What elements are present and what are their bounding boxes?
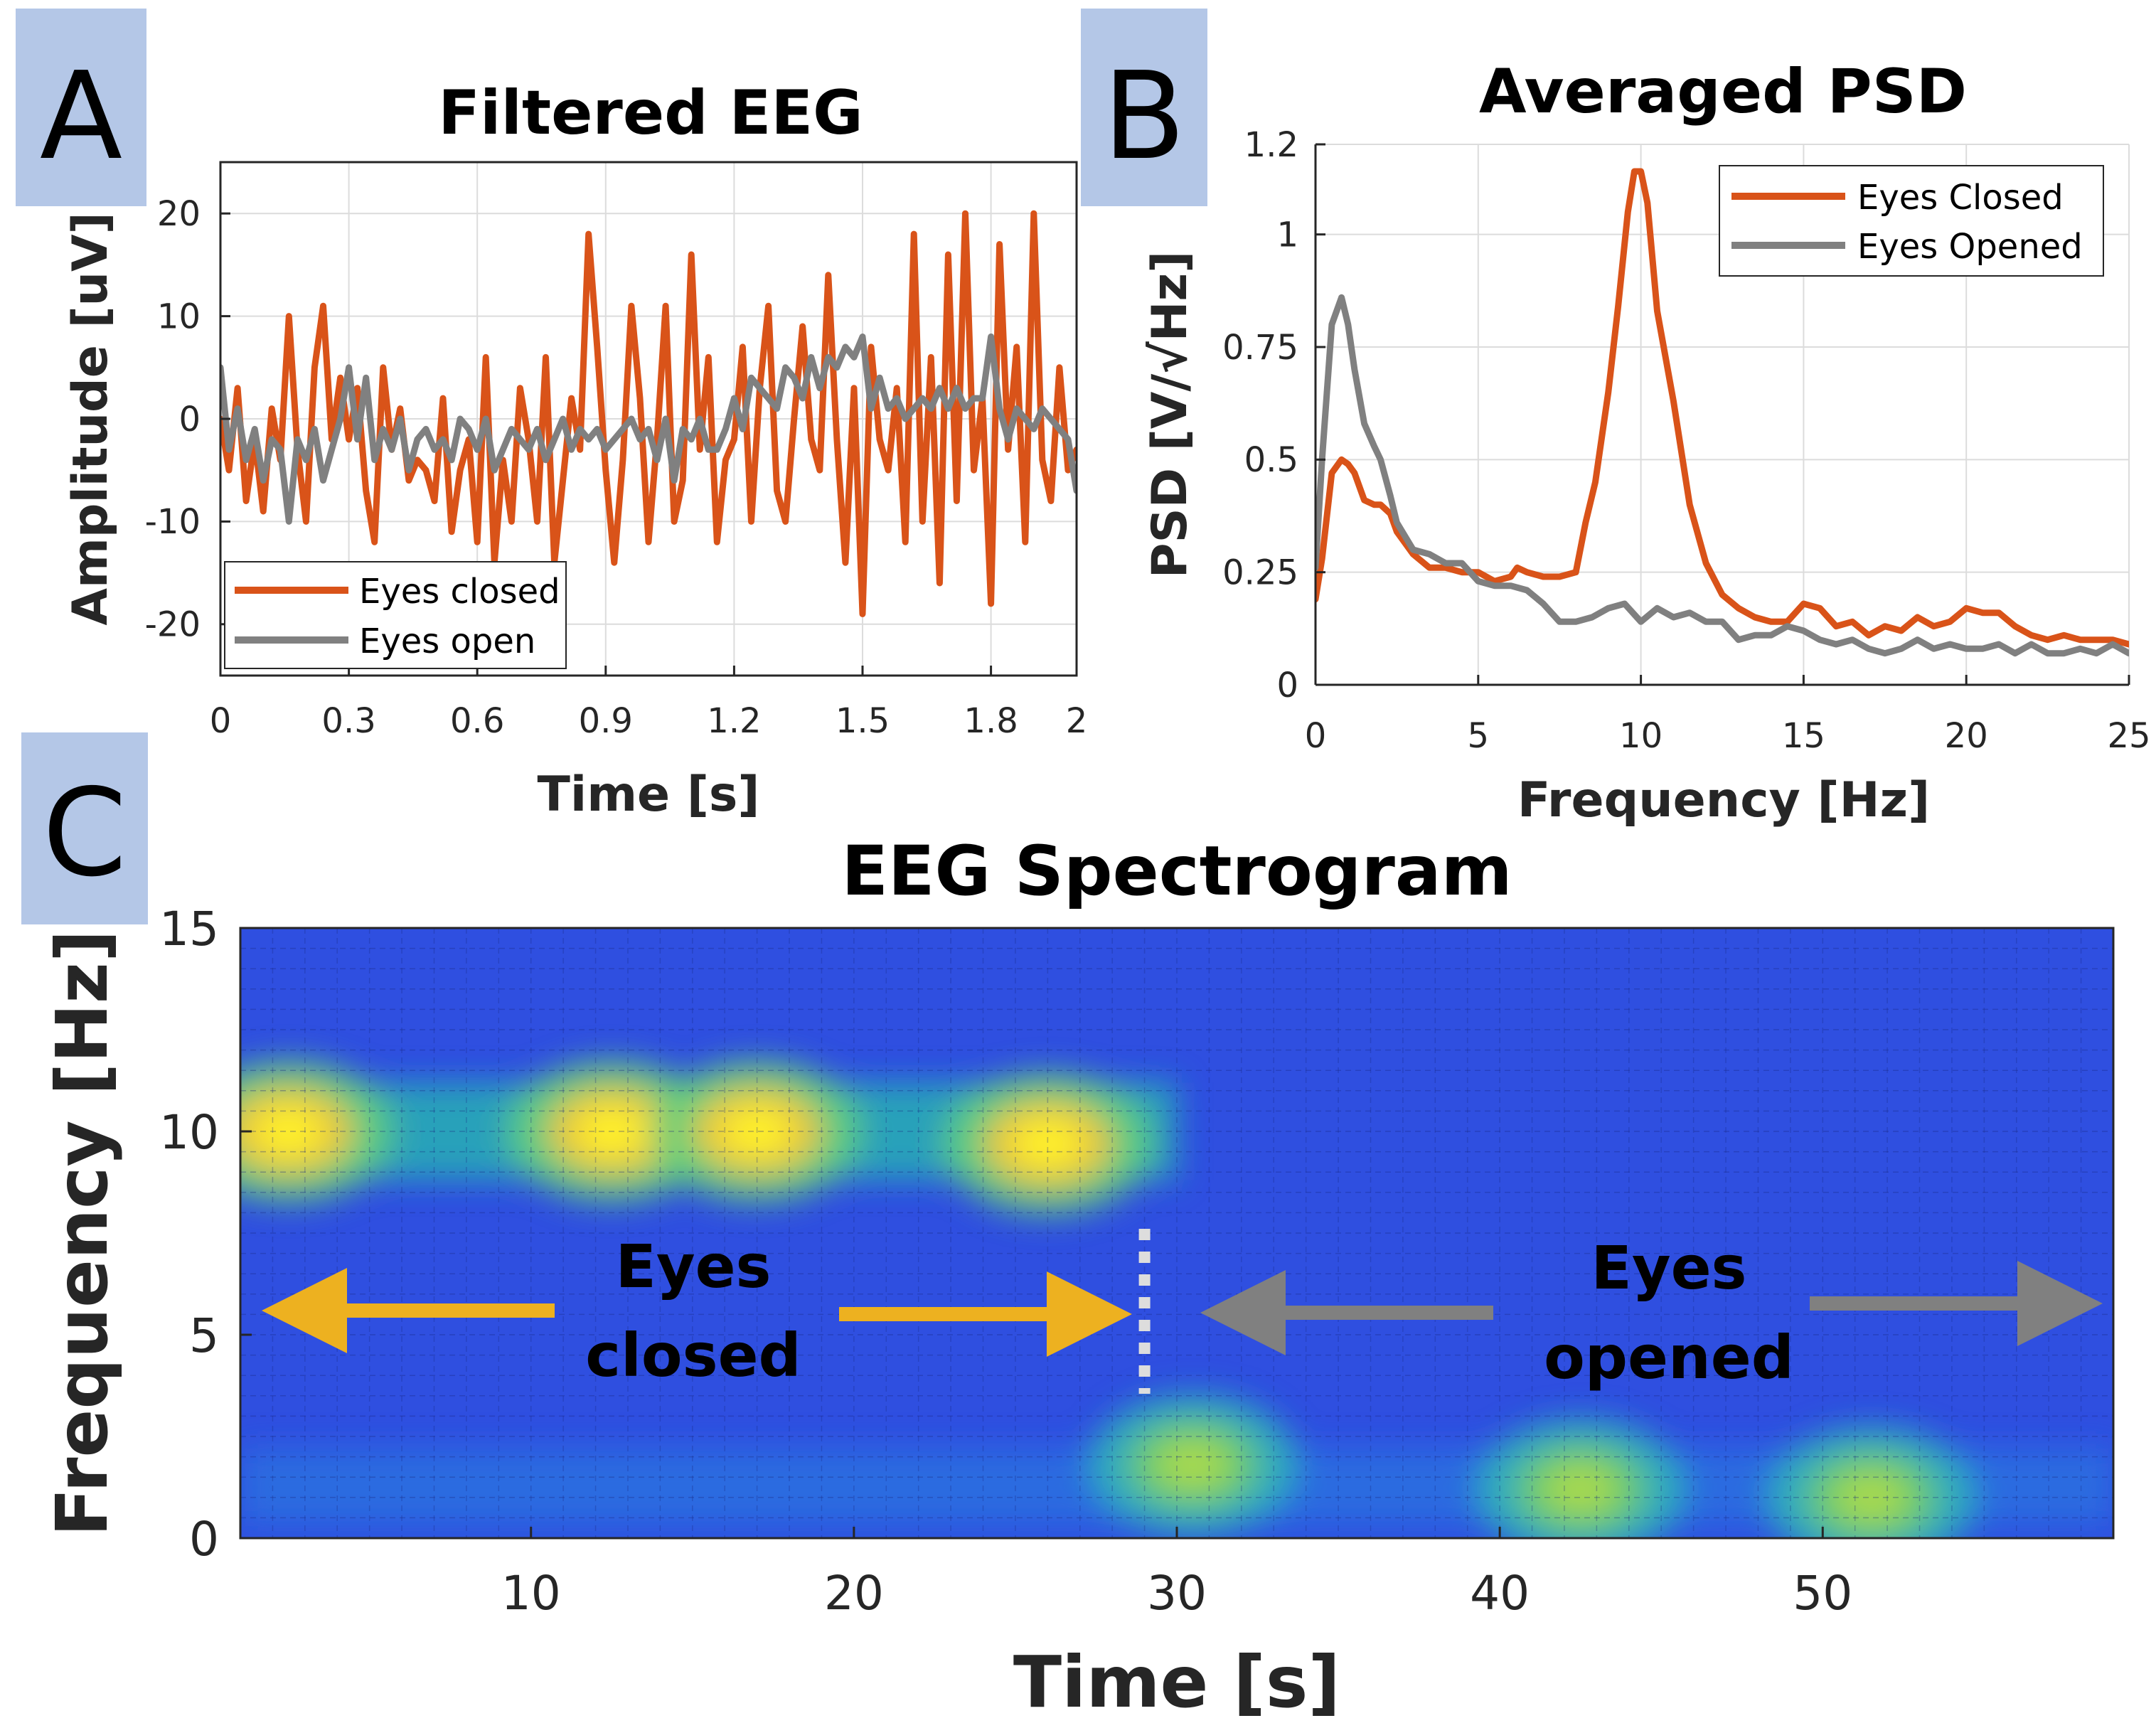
annotation-eyes-opened-line1: Eyes (1591, 1233, 1746, 1303)
panel-b-legend-label-opened: Eyes Opened (1857, 227, 2083, 267)
x-tick-label: 20 (1945, 716, 1988, 756)
panel-c-xlabel: Time [s] (1013, 1641, 1340, 1724)
x-tick-label: 0.3 (321, 701, 375, 741)
x-tick-label: 25 (2107, 716, 2150, 756)
panel-c-heatmap-blobs (240, 1060, 2113, 1538)
x-tick-label: 0 (210, 701, 232, 741)
annotation-eyes-opened-line2: opened (1544, 1323, 1794, 1392)
panel-label-b: B (1081, 9, 1207, 206)
hotspot-core (1158, 1440, 1228, 1490)
panel-b-chart: Averaged PSD 0 5 10 15 20 2500.250.50.7511.2 … (1142, 56, 2151, 828)
hotspot-core (1013, 1119, 1083, 1168)
panel-b-legend-box (1719, 165, 2104, 277)
x-tick-label: 15 (1782, 716, 1825, 756)
hotspot-core (1545, 1465, 1616, 1514)
x-tick-label: 0.6 (450, 701, 504, 741)
panel-a-legend: Eyes closed Eyes open (224, 561, 567, 669)
panel-c-title: EEG Spectrogram (841, 831, 1512, 911)
y-tick-label: 1 (1276, 215, 1298, 255)
panel-label-a-bg (16, 9, 146, 206)
y-tick-label: 0.5 (1244, 440, 1298, 480)
annotation-eyes-closed-line1: Eyes (615, 1232, 771, 1301)
series-line-eyes-closed (1316, 168, 2129, 648)
y-tick-label: -20 (145, 605, 201, 645)
hotspot-core (1836, 1473, 1906, 1522)
y-tick-label: 10 (157, 297, 201, 336)
series-line-eyes-open (220, 334, 1077, 525)
panel-c-ylabel: Frequency [Hz] (41, 929, 124, 1536)
y-tick-label: 20 (157, 194, 201, 234)
panel-a-ticks: 0 0.3 0.6 0.9 1.2 1.5 1.8 2 -20 -10 0 10 20 (145, 194, 1088, 741)
panel-a-xlabel: Time [s] (538, 767, 760, 823)
panel-a-title: Filtered EEG (438, 78, 863, 149)
x-tick-label: 2 (1066, 701, 1088, 741)
x-tick-label: 5 (1468, 716, 1490, 756)
panel-a-chart: Filtered EEG 0 0.3 0.6 0.9 1.2 1.5 1.8 2-20-100… (63, 78, 1087, 823)
x-tick-label: 10 (501, 1566, 561, 1621)
y-tick-label: 0 (189, 1512, 219, 1567)
panel-label-c: C (21, 732, 148, 924)
annotation-eyes-closed-line2: closed (585, 1321, 801, 1390)
panel-a-legend-label-open: Eyes open (359, 622, 535, 661)
x-tick-label: 0 (1305, 716, 1327, 756)
panel-label-c-bg (21, 732, 148, 924)
panel-a-ylabel: Amplitude [uV] (63, 212, 119, 625)
panel-b-xlabel: Frequency [Hz] (1517, 772, 1930, 828)
y-tick-label: 0.25 (1222, 553, 1298, 592)
hotspot-core (254, 1106, 324, 1156)
panel-b-ticks: 0 5 10 15 20 25 0 0.25 0.5 0.75 1 1.2 (1222, 125, 2150, 756)
y-tick-label: 1.2 (1244, 125, 1298, 165)
x-tick-label: 30 (1147, 1566, 1207, 1621)
y-tick-label: 5 (189, 1308, 219, 1363)
panel-c-ticks: 10 20 30 40 50 0 5 10 15 (159, 902, 1852, 1621)
panel-a-legend-label-closed: Eyes closed (359, 572, 560, 612)
panel-label-c-text: C (43, 763, 127, 904)
panel-b-ylabel: PSD [V/√Hz] (1142, 251, 1198, 578)
hotspot-core (577, 1106, 647, 1156)
y-tick-label: 0.75 (1222, 328, 1298, 368)
x-tick-label: 1.5 (836, 701, 890, 741)
x-tick-label: 10 (1619, 716, 1663, 756)
series-line-eyes-closed (220, 210, 1077, 617)
panel-c-grid (240, 928, 2113, 1538)
panel-b-legend: Eyes Closed Eyes Opened (1719, 165, 2104, 277)
y-tick-label: 10 (159, 1105, 219, 1160)
x-tick-label: 40 (1470, 1566, 1530, 1621)
panel-c-heatmap (240, 928, 2113, 1538)
panel-a-legend-box (224, 561, 567, 669)
panel-b-title: Averaged PSD (1479, 56, 1967, 127)
y-tick-label: 0 (178, 400, 201, 439)
panel-a-series (220, 210, 1077, 617)
panel-label-a: A (16, 9, 146, 206)
panel-b-legend-label-closed: Eyes Closed (1857, 178, 2064, 218)
series-line-eyes-opened (1316, 294, 2129, 657)
x-tick-label: 1.8 (964, 701, 1018, 741)
panel-c-chart: EEG Spectrogram 10 20 30 40 50 0 5 10 15 Time [s… (41, 831, 2115, 1724)
x-tick-label: 1.2 (707, 701, 761, 741)
x-tick-label: 50 (1793, 1566, 1852, 1621)
x-tick-label: 20 (824, 1566, 884, 1621)
panel-label-b-bg (1081, 9, 1207, 206)
panel-label-a-text: A (40, 46, 122, 187)
x-tick-label: 0.9 (579, 701, 633, 741)
panel-label-b-text: B (1103, 46, 1186, 187)
y-tick-label: 15 (159, 902, 219, 956)
y-tick-label: 0 (1276, 666, 1298, 705)
y-tick-label: -10 (145, 502, 201, 542)
panel-b-series (1316, 168, 2129, 657)
hotspot-core (722, 1106, 792, 1156)
